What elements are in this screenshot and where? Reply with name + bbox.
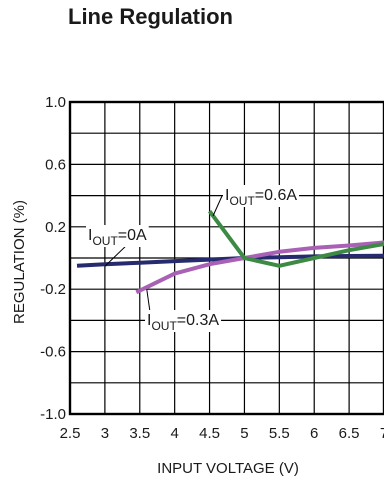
series-annotation: IOUT=0.6A xyxy=(225,187,297,208)
series-line-1 xyxy=(135,240,384,295)
series-annotation: IOUT=0A xyxy=(88,227,147,248)
x-tick-label: 6 xyxy=(310,425,318,442)
annotation-leader-line xyxy=(146,289,151,313)
annotation-background xyxy=(145,310,222,332)
x-tick-label: 2.5 xyxy=(60,425,81,442)
plot-border xyxy=(68,100,384,416)
annotation-background xyxy=(86,225,149,247)
x-tick-label: 5 xyxy=(240,425,248,442)
series-line-0 xyxy=(76,253,384,268)
x-tick-label: 4 xyxy=(170,425,178,442)
x-axis-label: INPUT VOLTAGE (V) xyxy=(157,460,299,477)
series-line-2 xyxy=(207,210,384,268)
tick-labels: 2.5 3 3.5 4 4.5 5 5.5 6 6.5 7 1.0 0.6 0.2 -0.2 -0.6 -1.… xyxy=(40,94,384,442)
y-tick-label: -0.2 xyxy=(40,281,66,298)
annotation-leader-line xyxy=(212,195,223,217)
x-tick-label: 7 xyxy=(380,425,384,442)
x-tick-label: 3.5 xyxy=(129,425,150,442)
x-tick-label: 6.5 xyxy=(339,425,360,442)
x-tick-label: 5.5 xyxy=(269,425,290,442)
y-tick-label: -0.6 xyxy=(40,344,66,361)
chart-title: Line Regulation xyxy=(68,4,233,29)
y-tick-label: 0.6 xyxy=(45,156,66,173)
y-tick-label: 0.2 xyxy=(45,219,66,236)
series-layer xyxy=(76,210,384,295)
y-tick-label: -1.0 xyxy=(40,406,66,423)
y-axis-label: REGULATION (%) xyxy=(11,200,28,324)
x-tick-label: 3 xyxy=(101,425,109,442)
series-annotation: IOUT=0.3A xyxy=(147,312,219,333)
x-tick-label: 4.5 xyxy=(199,425,220,442)
annotation-background xyxy=(223,185,300,207)
y-tick-label: 1.0 xyxy=(45,94,66,111)
annotations: IOUT=0A IOUT=0.3A IOUT=0.6A xyxy=(86,185,300,333)
